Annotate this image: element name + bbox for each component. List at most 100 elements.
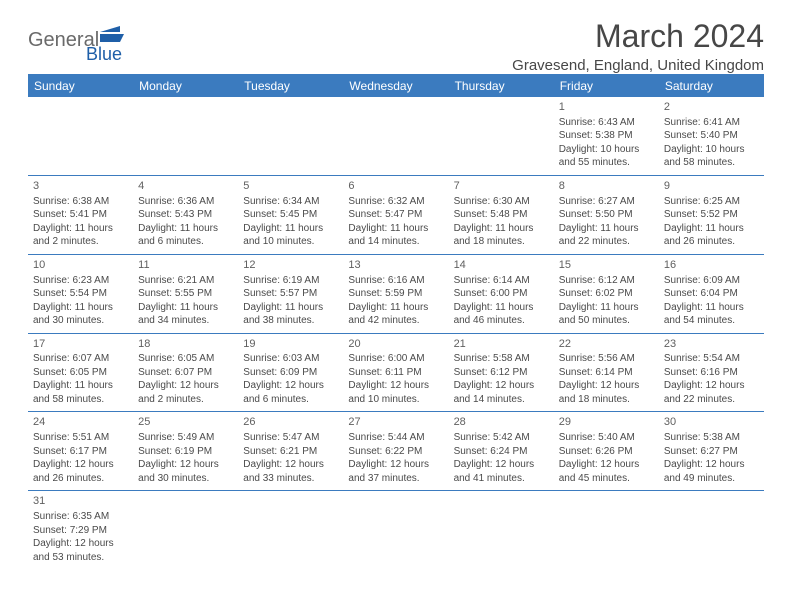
sunset-text: Sunset: 6:16 PM bbox=[664, 366, 759, 380]
day-cell: 19Sunrise: 6:03 AMSunset: 6:09 PMDayligh… bbox=[238, 334, 343, 412]
day-cell: 21Sunrise: 5:58 AMSunset: 6:12 PMDayligh… bbox=[449, 334, 554, 412]
daylight-text: Daylight: 11 hours bbox=[33, 379, 128, 393]
header: General Blue March 2024 Gravesend, Engla… bbox=[28, 18, 764, 74]
daylight-text: Daylight: 12 hours bbox=[348, 379, 443, 393]
logo-hull-icon bbox=[100, 34, 124, 42]
day-cell: 7Sunrise: 6:30 AMSunset: 5:48 PMDaylight… bbox=[449, 176, 554, 254]
day-cell: 23Sunrise: 5:54 AMSunset: 6:16 PMDayligh… bbox=[659, 334, 764, 412]
daylight-text: and 49 minutes. bbox=[664, 472, 759, 486]
daylight-text: Daylight: 12 hours bbox=[243, 458, 338, 472]
daylight-text: and 6 minutes. bbox=[138, 235, 233, 249]
day-cell: 13Sunrise: 6:16 AMSunset: 5:59 PMDayligh… bbox=[343, 255, 448, 333]
logo-sail-icon bbox=[100, 26, 120, 32]
daylight-text: and 18 minutes. bbox=[454, 235, 549, 249]
daylight-text: and 45 minutes. bbox=[559, 472, 654, 486]
title-block: March 2024 Gravesend, England, United Ki… bbox=[512, 18, 764, 74]
sunset-text: Sunset: 5:55 PM bbox=[138, 287, 233, 301]
daylight-text: and 2 minutes. bbox=[33, 235, 128, 249]
day-number: 8 bbox=[559, 179, 654, 194]
empty-cell bbox=[659, 491, 764, 569]
daylight-text: and 10 minutes. bbox=[243, 235, 338, 249]
day-number: 31 bbox=[33, 494, 128, 509]
sunrise-text: Sunrise: 6:14 AM bbox=[454, 274, 549, 288]
daylight-text: and 14 minutes. bbox=[454, 393, 549, 407]
day-number: 10 bbox=[33, 258, 128, 273]
sunrise-text: Sunrise: 6:30 AM bbox=[454, 195, 549, 209]
daylight-text: and 41 minutes. bbox=[454, 472, 549, 486]
daylight-text: Daylight: 11 hours bbox=[454, 301, 549, 315]
sunset-text: Sunset: 6:17 PM bbox=[33, 445, 128, 459]
sunset-text: Sunset: 5:43 PM bbox=[138, 208, 233, 222]
sunset-text: Sunset: 6:21 PM bbox=[243, 445, 338, 459]
daylight-text: Daylight: 12 hours bbox=[243, 379, 338, 393]
daylight-text: Daylight: 12 hours bbox=[664, 379, 759, 393]
sunrise-text: Sunrise: 6:19 AM bbox=[243, 274, 338, 288]
sunset-text: Sunset: 6:26 PM bbox=[559, 445, 654, 459]
empty-cell bbox=[449, 491, 554, 569]
daylight-text: Daylight: 11 hours bbox=[348, 222, 443, 236]
daylight-text: and 22 minutes. bbox=[559, 235, 654, 249]
day-header: Friday bbox=[554, 75, 659, 97]
daylight-text: and 58 minutes. bbox=[664, 156, 759, 170]
sunrise-text: Sunrise: 6:27 AM bbox=[559, 195, 654, 209]
day-number: 7 bbox=[454, 179, 549, 194]
daylight-text: Daylight: 11 hours bbox=[664, 301, 759, 315]
day-number: 21 bbox=[454, 337, 549, 352]
daylight-text: Daylight: 11 hours bbox=[559, 301, 654, 315]
day-cell: 22Sunrise: 5:56 AMSunset: 6:14 PMDayligh… bbox=[554, 334, 659, 412]
daylight-text: and 18 minutes. bbox=[559, 393, 654, 407]
day-number: 13 bbox=[348, 258, 443, 273]
day-number: 18 bbox=[138, 337, 233, 352]
sunrise-text: Sunrise: 6:23 AM bbox=[33, 274, 128, 288]
empty-cell bbox=[343, 97, 448, 175]
day-cell: 9Sunrise: 6:25 AMSunset: 5:52 PMDaylight… bbox=[659, 176, 764, 254]
daylight-text: and 34 minutes. bbox=[138, 314, 233, 328]
sunset-text: Sunset: 6:12 PM bbox=[454, 366, 549, 380]
day-cell: 18Sunrise: 6:05 AMSunset: 6:07 PMDayligh… bbox=[133, 334, 238, 412]
day-number: 27 bbox=[348, 415, 443, 430]
sunrise-text: Sunrise: 6:09 AM bbox=[664, 274, 759, 288]
daylight-text: and 22 minutes. bbox=[664, 393, 759, 407]
daylight-text: Daylight: 11 hours bbox=[348, 301, 443, 315]
day-cell: 29Sunrise: 5:40 AMSunset: 6:26 PMDayligh… bbox=[554, 412, 659, 490]
day-cell: 30Sunrise: 5:38 AMSunset: 6:27 PMDayligh… bbox=[659, 412, 764, 490]
day-cell: 24Sunrise: 5:51 AMSunset: 6:17 PMDayligh… bbox=[28, 412, 133, 490]
logo-svg: General Blue bbox=[28, 24, 138, 64]
sunset-text: Sunset: 5:48 PM bbox=[454, 208, 549, 222]
day-header: Monday bbox=[133, 75, 238, 97]
empty-cell bbox=[238, 97, 343, 175]
sunrise-text: Sunrise: 6:07 AM bbox=[33, 352, 128, 366]
day-number: 9 bbox=[664, 179, 759, 194]
sunset-text: Sunset: 5:47 PM bbox=[348, 208, 443, 222]
day-header: Thursday bbox=[449, 75, 554, 97]
day-number: 15 bbox=[559, 258, 654, 273]
daylight-text: and 58 minutes. bbox=[33, 393, 128, 407]
sunset-text: Sunset: 6:22 PM bbox=[348, 445, 443, 459]
week-row: 1Sunrise: 6:43 AMSunset: 5:38 PMDaylight… bbox=[28, 97, 764, 176]
sunrise-text: Sunrise: 5:54 AM bbox=[664, 352, 759, 366]
day-cell: 31Sunrise: 6:35 AMSunset: 7:29 PMDayligh… bbox=[28, 491, 133, 569]
sunrise-text: Sunrise: 6:16 AM bbox=[348, 274, 443, 288]
sunset-text: Sunset: 6:00 PM bbox=[454, 287, 549, 301]
daylight-text: Daylight: 10 hours bbox=[559, 143, 654, 157]
sunrise-text: Sunrise: 6:34 AM bbox=[243, 195, 338, 209]
day-header-row: Sunday Monday Tuesday Wednesday Thursday… bbox=[28, 75, 764, 97]
sunrise-text: Sunrise: 5:47 AM bbox=[243, 431, 338, 445]
day-cell: 16Sunrise: 6:09 AMSunset: 6:04 PMDayligh… bbox=[659, 255, 764, 333]
day-cell: 10Sunrise: 6:23 AMSunset: 5:54 PMDayligh… bbox=[28, 255, 133, 333]
day-number: 1 bbox=[559, 100, 654, 115]
sunset-text: Sunset: 6:02 PM bbox=[559, 287, 654, 301]
daylight-text: and 54 minutes. bbox=[664, 314, 759, 328]
daylight-text: Daylight: 12 hours bbox=[138, 458, 233, 472]
sunrise-text: Sunrise: 6:03 AM bbox=[243, 352, 338, 366]
sunset-text: Sunset: 6:24 PM bbox=[454, 445, 549, 459]
sunrise-text: Sunrise: 6:25 AM bbox=[664, 195, 759, 209]
sunrise-text: Sunrise: 5:49 AM bbox=[138, 431, 233, 445]
daylight-text: Daylight: 12 hours bbox=[33, 537, 128, 551]
day-number: 6 bbox=[348, 179, 443, 194]
daylight-text: and 14 minutes. bbox=[348, 235, 443, 249]
sunrise-text: Sunrise: 6:36 AM bbox=[138, 195, 233, 209]
day-number: 3 bbox=[33, 179, 128, 194]
day-number: 12 bbox=[243, 258, 338, 273]
daylight-text: Daylight: 11 hours bbox=[664, 222, 759, 236]
